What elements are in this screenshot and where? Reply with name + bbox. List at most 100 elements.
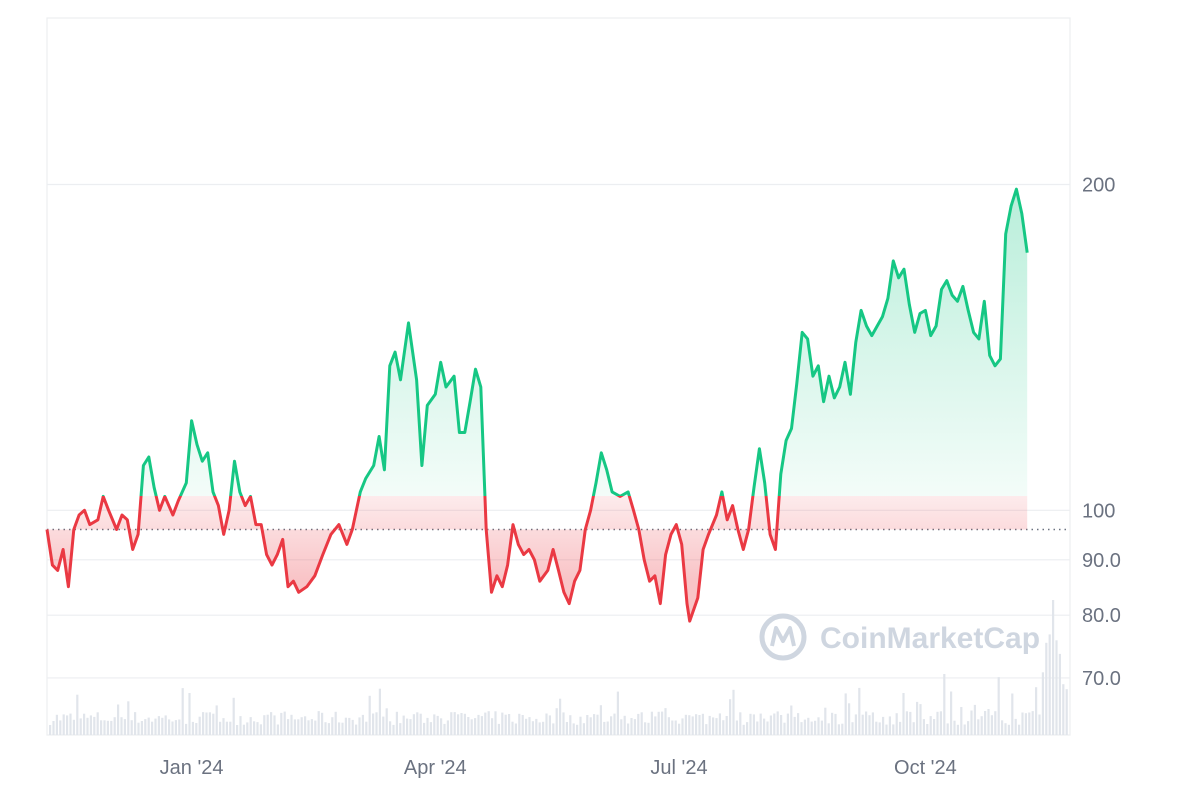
volume-bar xyxy=(331,717,334,735)
volume-bar xyxy=(552,723,555,735)
volume-bar xyxy=(946,723,949,735)
volume-bar xyxy=(627,723,630,735)
volume-bar xyxy=(256,722,259,735)
volume-bar xyxy=(446,720,449,735)
volume-bar xyxy=(225,721,228,735)
volume-bar xyxy=(997,677,1000,735)
volume-bar xyxy=(678,723,681,735)
volume-bar xyxy=(984,711,987,735)
volume-bar xyxy=(973,704,976,735)
volume-bar xyxy=(491,718,494,735)
volume-bar xyxy=(168,719,171,735)
volume-bar xyxy=(987,709,990,735)
volume-bar xyxy=(310,719,313,735)
volume-bar xyxy=(729,699,732,735)
watermark-text: CoinMarketCap xyxy=(820,622,1040,655)
volume-bar xyxy=(344,717,347,735)
volume-bar xyxy=(477,714,480,735)
volume-bar xyxy=(382,716,385,735)
volume-bar xyxy=(905,711,908,735)
volume-bar xyxy=(817,717,820,735)
volume-bar xyxy=(844,693,847,735)
volume-bar xyxy=(154,718,157,735)
volume-bar xyxy=(426,717,429,735)
volume-bar xyxy=(103,720,106,735)
volume-bar xyxy=(1001,720,1004,735)
volume-bar xyxy=(443,723,446,735)
volume-bar xyxy=(249,717,252,735)
volume-bar xyxy=(130,720,133,735)
volume-bar xyxy=(511,721,514,735)
volume-bar xyxy=(810,721,813,735)
volume-bar xyxy=(157,716,160,735)
volume-bar xyxy=(691,716,694,735)
volume-bar xyxy=(62,714,65,735)
volume-bar xyxy=(161,717,164,735)
x-tick-label: Jul '24 xyxy=(650,757,707,779)
volume-bar xyxy=(123,719,126,735)
volume-bar xyxy=(667,717,670,735)
volume-bar xyxy=(572,723,575,735)
volume-bar xyxy=(93,716,96,735)
volume-bar xyxy=(936,711,939,735)
volume-bar xyxy=(1011,693,1014,735)
volume-bar xyxy=(191,721,194,735)
volume-bar xyxy=(263,715,266,735)
volume-bar xyxy=(518,713,521,735)
volume-bar xyxy=(919,704,922,735)
volume-bar xyxy=(463,713,466,735)
volume-bar xyxy=(436,715,439,735)
volume-bar xyxy=(820,720,823,735)
volume-bar xyxy=(399,723,402,735)
volume-bar xyxy=(871,712,874,735)
volume-bar xyxy=(807,717,810,735)
volume-bar xyxy=(790,705,793,735)
volume-bar xyxy=(786,713,789,735)
y-axis: 200 100 90.0 80.0 70.0 xyxy=(1082,174,1121,689)
volume-bar xyxy=(803,719,806,735)
volume-bar xyxy=(385,708,388,735)
volume-bar xyxy=(701,713,704,735)
price-line-down xyxy=(45,496,781,623)
volume-bar xyxy=(688,715,691,735)
volume-bar xyxy=(120,717,123,735)
volume-bar xyxy=(327,723,330,735)
volume-bar xyxy=(181,688,184,735)
volume-bar xyxy=(525,718,528,735)
volume-bar xyxy=(412,714,415,735)
volume-bar xyxy=(644,722,647,735)
volume-bar xyxy=(134,712,137,735)
volume-bar xyxy=(610,716,613,735)
volume-bar xyxy=(1055,640,1058,735)
volume-bar xyxy=(195,723,198,735)
volume-bar xyxy=(355,724,358,735)
volume-bar xyxy=(538,722,541,735)
volume-bar xyxy=(508,714,511,735)
volume-bar xyxy=(1058,653,1061,735)
volume-bar xyxy=(276,724,279,735)
volume-bar xyxy=(749,713,752,735)
volume-bar xyxy=(559,698,562,735)
volume-bar xyxy=(372,713,375,735)
volume-bar xyxy=(440,718,443,735)
volume-bar xyxy=(698,715,701,735)
volume-bar xyxy=(848,703,851,735)
volume-bar xyxy=(470,719,473,735)
volume-bar xyxy=(317,711,320,735)
volume-bar xyxy=(351,719,354,735)
volume-bar xyxy=(892,724,895,735)
volume-bar xyxy=(287,719,290,735)
volume-bar xyxy=(878,722,881,735)
volume-bar xyxy=(185,723,188,735)
volume-bars xyxy=(49,600,1068,735)
volume-bar xyxy=(106,720,109,735)
volume-bar xyxy=(834,713,837,735)
volume-bar xyxy=(504,714,507,735)
volume-bar xyxy=(395,711,398,735)
volume-bar xyxy=(86,717,89,735)
volume-bar xyxy=(895,713,898,735)
volume-bar xyxy=(348,717,351,735)
volume-bar xyxy=(722,720,725,735)
volume-bar xyxy=(994,711,997,735)
volume-bar xyxy=(542,721,545,735)
